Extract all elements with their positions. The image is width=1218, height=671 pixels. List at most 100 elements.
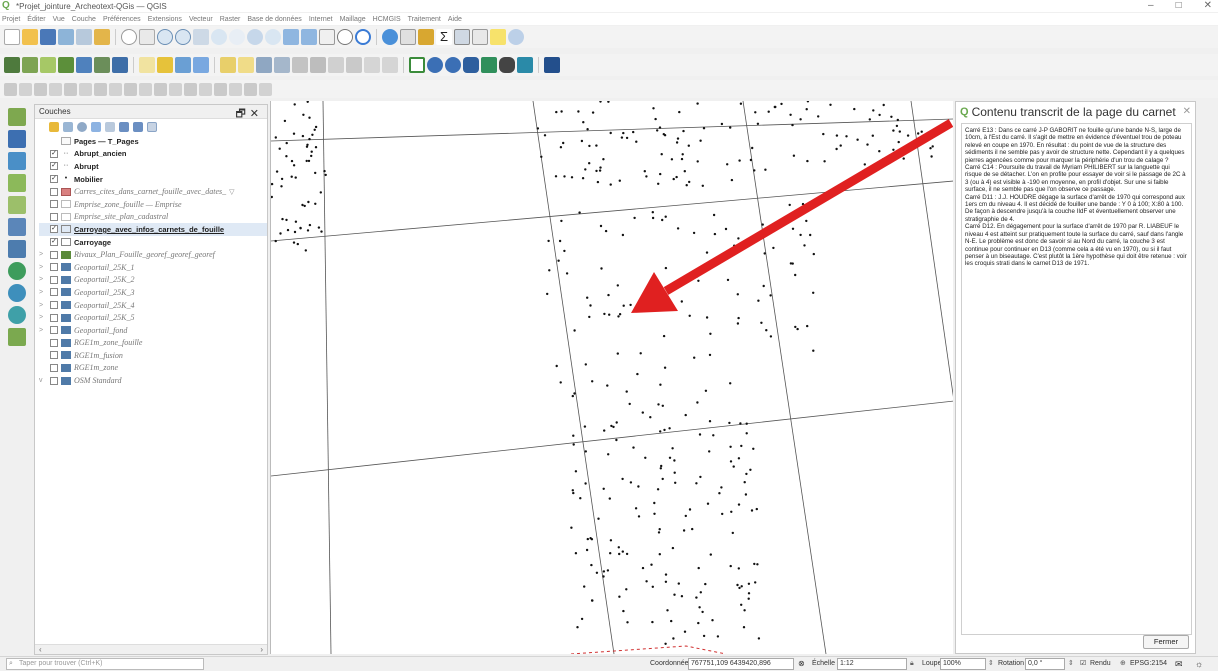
statistics-icon[interactable]: Σ	[436, 29, 452, 45]
add-wms-icon[interactable]	[8, 262, 26, 280]
add-delimited-text-icon[interactable]	[76, 57, 92, 73]
digitize-5-icon[interactable]	[64, 82, 77, 96]
zoom-out-icon[interactable]	[175, 29, 191, 45]
zoom-native-icon[interactable]	[265, 29, 281, 45]
add-vector-icon[interactable]	[8, 108, 26, 126]
zoom-next-icon[interactable]	[301, 29, 317, 45]
plugin-2-icon[interactable]	[517, 57, 533, 73]
layer-item[interactable]: ✓ • Mobilier	[39, 173, 267, 186]
digitize-8-icon[interactable]	[109, 82, 122, 96]
layer-checkbox[interactable]	[50, 326, 58, 335]
menu-maillage[interactable]: Maillage	[339, 15, 366, 23]
add-spatialite-layer-icon[interactable]	[8, 196, 26, 214]
maximize-button[interactable]: □	[1175, 0, 1182, 11]
close-window-button[interactable]: ✕	[1203, 0, 1212, 11]
add-mssql-icon[interactable]	[8, 240, 26, 258]
expand-icon[interactable]: >	[39, 288, 44, 296]
menu-vecteur[interactable]: Vecteur	[188, 15, 213, 23]
magnifier-spinbox[interactable]: 100%	[940, 658, 986, 670]
expand-icon[interactable]: >	[39, 326, 44, 334]
layer-checkbox[interactable]	[50, 187, 58, 196]
layer-checkbox[interactable]	[50, 275, 58, 284]
layer-checkbox[interactable]	[50, 301, 58, 310]
menu-editer[interactable]: Éditer	[27, 15, 46, 23]
layer-item[interactable]: Carres_cites_dans_carnet_fouille_avec_da…	[39, 185, 267, 198]
layer-checkbox[interactable]	[50, 212, 58, 221]
pan-icon[interactable]	[121, 29, 137, 45]
add-wcs-icon[interactable]	[8, 284, 26, 302]
layer-item[interactable]: > Rivaux_Plan_Fouille_georef_georef_geor…	[39, 248, 267, 261]
toolbox-icon[interactable]	[418, 29, 434, 45]
new-temp-layer-icon[interactable]	[175, 57, 191, 73]
add-feature-icon[interactable]	[274, 57, 290, 73]
layer-item[interactable]: RGE1m_zone	[39, 362, 267, 375]
menu-raster[interactable]: Raster	[219, 15, 241, 23]
layer-item[interactable]: Pages — T_Pages	[39, 135, 267, 148]
digitize-18-icon[interactable]	[259, 82, 272, 96]
digitize-16-icon[interactable]	[229, 82, 242, 96]
layer-item[interactable]: RGE1m_fusion	[39, 349, 267, 362]
new-shapefile-icon[interactable]	[139, 57, 155, 73]
binoculars-icon[interactable]	[499, 57, 515, 73]
zoom-search-icon[interactable]	[508, 29, 524, 45]
menu-traitement[interactable]: Traitement	[407, 15, 441, 23]
log-messages-icon[interactable]: ☼	[1195, 659, 1204, 669]
digitize-15-icon[interactable]	[214, 82, 227, 96]
paste-features-icon[interactable]	[346, 57, 362, 73]
plugin-3-icon[interactable]	[544, 57, 560, 73]
rotation-spinbox[interactable]: 0,0 °	[1025, 658, 1065, 670]
layer-item[interactable]: > Geoportail_25K_2	[39, 274, 267, 287]
layers-panel-controls[interactable]: 🗗✕	[235, 108, 263, 120]
digitize-3-icon[interactable]	[34, 82, 47, 96]
digitize-2-icon[interactable]	[19, 82, 32, 96]
spin-arrows-icon[interactable]: ⇕	[988, 660, 994, 667]
identify-features-icon[interactable]	[382, 29, 398, 45]
transcription-text-area[interactable]: Carré E13 : Dans ce carré J-P GABORIT ne…	[961, 123, 1192, 635]
layer-checkbox[interactable]	[50, 288, 58, 297]
menu-extensions[interactable]: Extensions	[147, 15, 182, 23]
layer-checkbox[interactable]: ✓	[50, 225, 58, 234]
new-virtual-layer-icon[interactable]	[193, 57, 209, 73]
redo-icon[interactable]	[382, 57, 398, 73]
scale-combo[interactable]: 1:12	[837, 658, 907, 670]
crs-label[interactable]: EPSG:2154	[1130, 660, 1167, 667]
layer-item[interactable]: > Geoportail_25K_4	[39, 299, 267, 312]
digitize-7-icon[interactable]	[94, 82, 107, 96]
style-manager-icon[interactable]	[94, 29, 110, 45]
expand-icon[interactable]: >	[39, 301, 44, 309]
digitize-icon[interactable]	[238, 57, 254, 73]
menu-hcmgis[interactable]: HCMGIS	[372, 15, 401, 23]
annotation-icon[interactable]	[472, 29, 488, 45]
coordinate-toggle-icon[interactable]: ⊗	[798, 659, 805, 668]
add-postgis-icon[interactable]	[112, 57, 128, 73]
add-postgis-layer-icon[interactable]	[8, 218, 26, 236]
layer-item[interactable]: Emprise_zone_fouille — Emprise	[39, 198, 267, 211]
layer-item-selected[interactable]: ✓ Carroyage_avec_infos_carnets_de_fouill…	[39, 223, 267, 236]
search-layer-icon[interactable]	[427, 57, 443, 73]
open-project-icon[interactable]	[22, 29, 38, 45]
add-group-icon[interactable]	[63, 122, 73, 132]
layer-checkbox[interactable]	[50, 338, 58, 347]
layer-checkbox[interactable]	[50, 263, 58, 272]
temporal-controller-icon[interactable]	[337, 29, 353, 45]
layer-checkbox[interactable]	[50, 313, 58, 322]
layer-item[interactable]: Emprise_site_plan_cadastral	[39, 211, 267, 224]
digitize-17-icon[interactable]	[244, 82, 257, 96]
save-project-icon[interactable]	[40, 29, 56, 45]
menu-projet[interactable]: Projet	[2, 15, 21, 23]
digitize-9-icon[interactable]	[124, 82, 137, 96]
map-svg[interactable]	[271, 101, 953, 654]
filter-legend-icon[interactable]	[91, 122, 101, 132]
zoom-to-layer-icon[interactable]	[247, 29, 263, 45]
crs-icon[interactable]: ⊕	[1120, 660, 1126, 667]
filter-expression-icon[interactable]	[105, 122, 115, 132]
layer-checkbox[interactable]: ✓	[50, 162, 58, 171]
layer-item[interactable]: ✓ Carroyage	[39, 236, 267, 249]
zoom-rubberband-icon[interactable]	[193, 29, 209, 45]
new-project-icon[interactable]	[4, 29, 20, 45]
digitize-6-icon[interactable]	[79, 82, 92, 96]
scroll-left-icon[interactable]: ‹	[39, 645, 42, 654]
render-checkbox[interactable]: ☑	[1080, 660, 1087, 667]
map-canvas[interactable]	[270, 101, 953, 654]
new-print-layout-icon[interactable]	[58, 29, 74, 45]
